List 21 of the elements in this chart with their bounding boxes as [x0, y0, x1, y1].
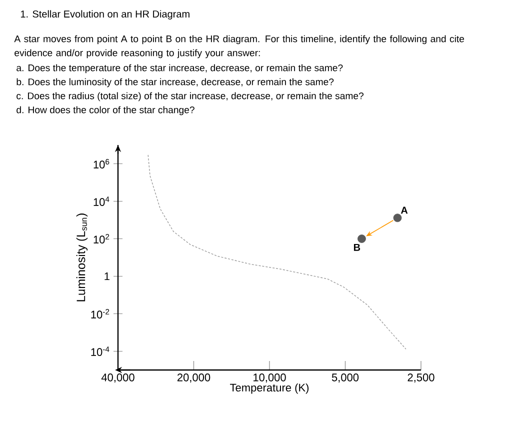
annotation: B	[354, 244, 360, 251]
text: c. Does the radius (total size) of the star increase, decrease, or remain the same?	[16, 92, 364, 102]
x-tick-label: 40,000	[101, 374, 134, 383]
x-tick-label: 2,500	[408, 374, 434, 383]
annotation: A	[400, 206, 408, 214]
text: b. Does the luminosity of the star increase, decrease, or remain the same?	[16, 78, 334, 88]
x-tick-label: 5,000	[332, 374, 359, 383]
y-axis-title: Luminosity (L$_{sun}$)	[76, 214, 88, 302]
y-tick-label: 1	[104, 272, 110, 280]
y-tick-label: 10$^{2}$	[94, 234, 110, 244]
y-tick-label: 10$^{4}$	[94, 196, 110, 206]
x-tick-label: 20,000	[177, 374, 210, 383]
chart-title: 1. Stellar Evolution on an HR Diagram	[20, 10, 190, 20]
text: a. Does the temperature of the star increase, decrease, or remain the same?	[16, 64, 343, 74]
y-tick-label: 10$^{-4}$	[91, 346, 110, 356]
y-tick-label: 10$^{-2}$	[91, 309, 110, 318]
x-tick-label: 10,000	[254, 374, 286, 383]
x-axis-title: Temperature (K)	[230, 383, 309, 394]
text: d. How does the color of the star change?	[16, 106, 194, 116]
chart-subtitle: A star moves from point A to point B on the HR diagram. For this timeline, identify the following and cite evidence and/or provide reasoning to justify your answer:	[14, 35, 464, 58]
y-tick-label: 10$^{6}$	[94, 159, 110, 168]
